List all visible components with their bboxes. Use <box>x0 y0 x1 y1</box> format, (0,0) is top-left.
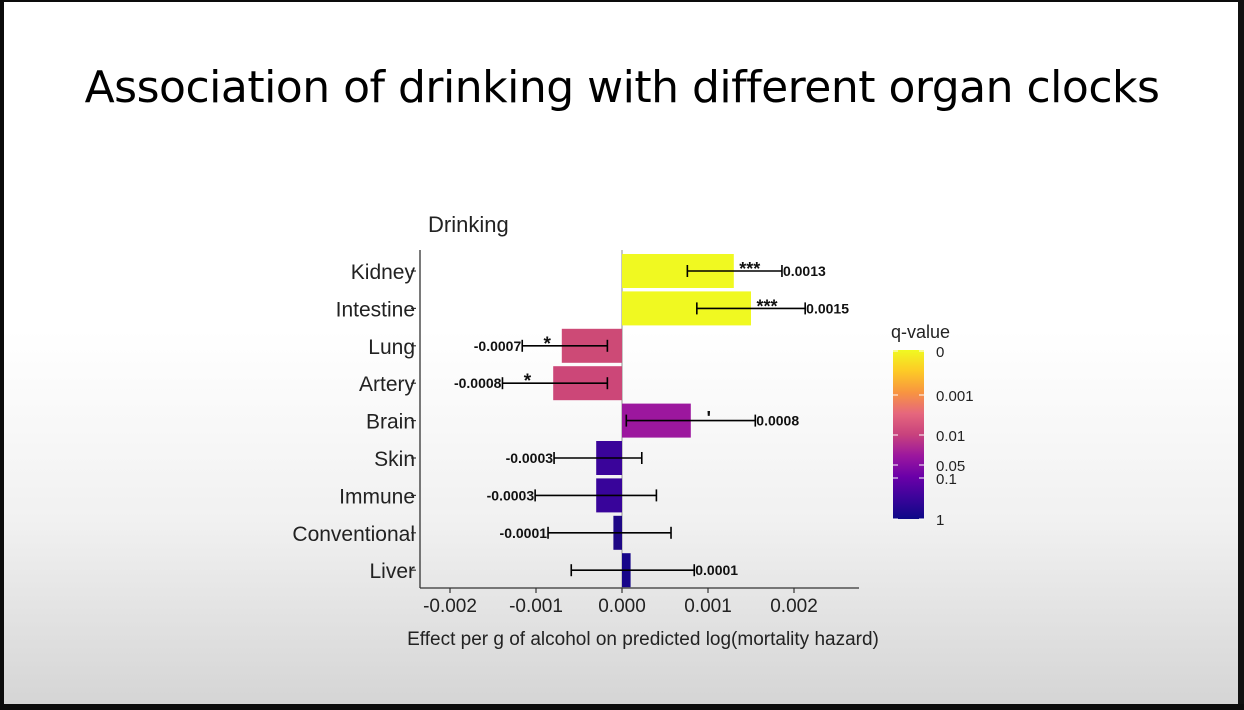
frame-border-left <box>0 0 4 710</box>
y-tick-label-skin: Skin <box>374 448 415 471</box>
significance-artery: * <box>524 371 532 392</box>
significance-kidney: *** <box>739 259 760 279</box>
x-tick-label: 0.002 <box>770 596 818 617</box>
legend-tick-label: 0.05 <box>936 458 965 475</box>
x-tick-label: 0.000 <box>598 596 646 617</box>
value-label-artery: -0.0008 <box>454 375 502 391</box>
value-label-kidney: 0.0013 <box>783 263 826 279</box>
frame-border-bottom <box>0 704 1244 710</box>
value-label-liver: 0.0001 <box>695 562 738 578</box>
y-tick-label-lung: Lung <box>368 336 415 359</box>
frame-border-right <box>1238 0 1244 710</box>
significance-intestine: *** <box>756 296 777 316</box>
significance-brain: ' <box>707 409 712 430</box>
significance-lung: * <box>544 334 552 355</box>
legend-tick-label: 0.01 <box>936 428 965 445</box>
x-axis-label: Effect per g of alcohol on predicted log… <box>407 629 879 650</box>
value-label-lung: -0.0007 <box>474 338 522 354</box>
bars-layer: 0.0013 *** 0.0015 *** -0.0007 * -0.0008 * 0.0008… <box>454 250 849 588</box>
value-label-brain: 0.0008 <box>756 413 799 429</box>
value-label-conventional: -0.0001 <box>500 525 548 541</box>
slide-title: Association of drinking with different o… <box>84 62 1160 113</box>
x-tick-label: -0.002 <box>423 596 477 617</box>
x-tick-label: -0.001 <box>509 596 563 617</box>
y-tick-label-conventional: Conventional <box>292 523 415 546</box>
legend-colorbar <box>893 350 924 519</box>
legend-tick-label: 0.1 <box>936 471 957 488</box>
y-tick-label-kidney: Kidney <box>351 261 416 284</box>
y-tick-label-liver: Liver <box>369 560 415 583</box>
frame-border-top <box>0 0 1244 2</box>
x-tick-label: 0.001 <box>684 596 732 617</box>
y-tick-label-brain: Brain <box>366 411 415 434</box>
y-tick-label-artery: Artery <box>359 373 416 396</box>
axes-layer: Kidney Intestine Lung Artery Brain Skin Immune… <box>292 250 859 617</box>
legend-ticks: 0 0.001 0.01 0.050.1 1 <box>893 344 974 529</box>
legend-tick-label: 1 <box>936 512 944 529</box>
chart-title: Drinking <box>428 212 509 237</box>
y-tick-label-intestine: Intestine <box>336 298 415 321</box>
legend-title: q-value <box>891 322 950 342</box>
y-tick-label-immune: Immune <box>339 485 415 508</box>
value-label-skin: -0.0003 <box>506 450 554 466</box>
legend-tick-label: 0.001 <box>936 388 974 405</box>
legend-tick-label: 0 <box>936 344 944 361</box>
value-label-intestine: 0.0015 <box>806 300 849 316</box>
value-label-immune: -0.0003 <box>487 487 535 503</box>
